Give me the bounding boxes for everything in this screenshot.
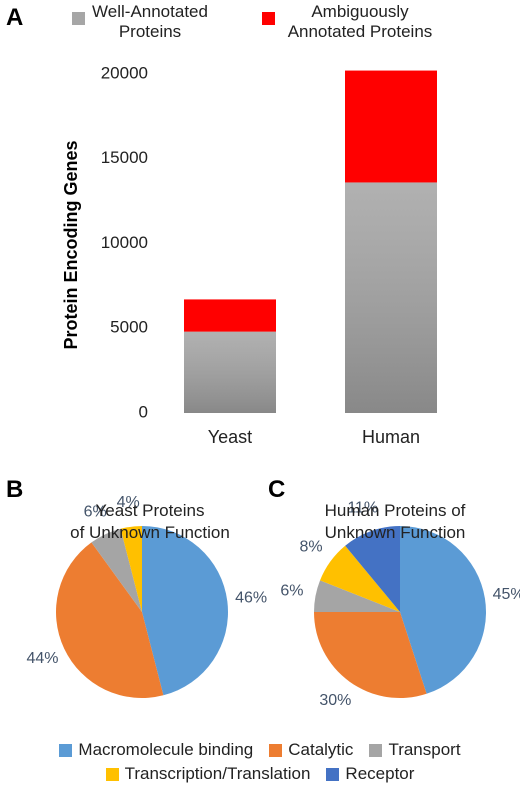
legend-swatch [269,743,283,757]
legend-item: Transcription/Translation [105,764,311,784]
legend-item: Catalytic [269,740,353,760]
value-label: 30% [319,692,351,709]
bar-shade [184,331,276,413]
legend-swatch [326,767,340,781]
y-tick-label: 0 [139,402,148,421]
y-axis-label: Protein Encoding Genes [61,140,81,349]
value-label: 4% [117,494,140,511]
legend-label: Receptor [345,764,415,783]
bar-segment [184,299,276,332]
legend-label: Well-Annotated Proteins [92,2,208,41]
bar-segment [345,70,437,183]
legend-label: Transcription/Translation [124,764,311,783]
legend-swatch [262,12,275,25]
bar-shade [345,182,437,413]
panel-letter: B [6,476,24,503]
pie-slice [314,580,400,612]
y-tick-label: 20000 [101,63,148,82]
pie-slice [120,526,142,612]
value-label: 11% [347,500,378,517]
value-label: 8% [299,539,322,556]
legend-label: Macromolecule binding [78,740,254,759]
legend-label: Ambiguously Annotated Proteins [287,2,433,41]
pie-slice [345,526,400,612]
legend-item: Transport [369,740,461,760]
value-label: 44% [26,650,58,667]
x-tick-label: Yeast [208,427,252,447]
legend-item: Receptor [326,764,414,784]
legend-label: Catalytic [288,740,354,759]
pie-slice [91,528,142,612]
legend-swatch [105,767,119,781]
value-label: 45% [493,586,520,603]
y-tick-label: 10000 [101,233,148,252]
legend-swatch [59,743,73,757]
pie-title: Human Proteins of Unknown Function [324,501,466,542]
legend-swatch [72,12,85,25]
legend-swatch [369,743,383,757]
pie-slice [400,526,486,694]
pie-slice [314,612,427,698]
legend-label: Transport [388,740,461,759]
panel-letter: C [268,476,286,503]
legend-item: Macromolecule binding [59,740,253,760]
y-tick-label: 15000 [101,148,148,167]
pie-slice [142,526,229,696]
value-label: 6% [280,583,303,600]
pie-title: Yeast Proteins of Unknown Function [70,501,230,542]
pie-slice [55,542,164,698]
pie-slice [320,545,400,612]
x-tick-label: Human [362,427,420,447]
panel-letter: A [6,4,24,31]
value-label: 6% [84,504,107,521]
pie-legend: Macromolecule binding Catalytic Transport T… [20,740,500,784]
y-tick-label: 5000 [110,318,148,337]
value-label: 46% [235,589,267,606]
